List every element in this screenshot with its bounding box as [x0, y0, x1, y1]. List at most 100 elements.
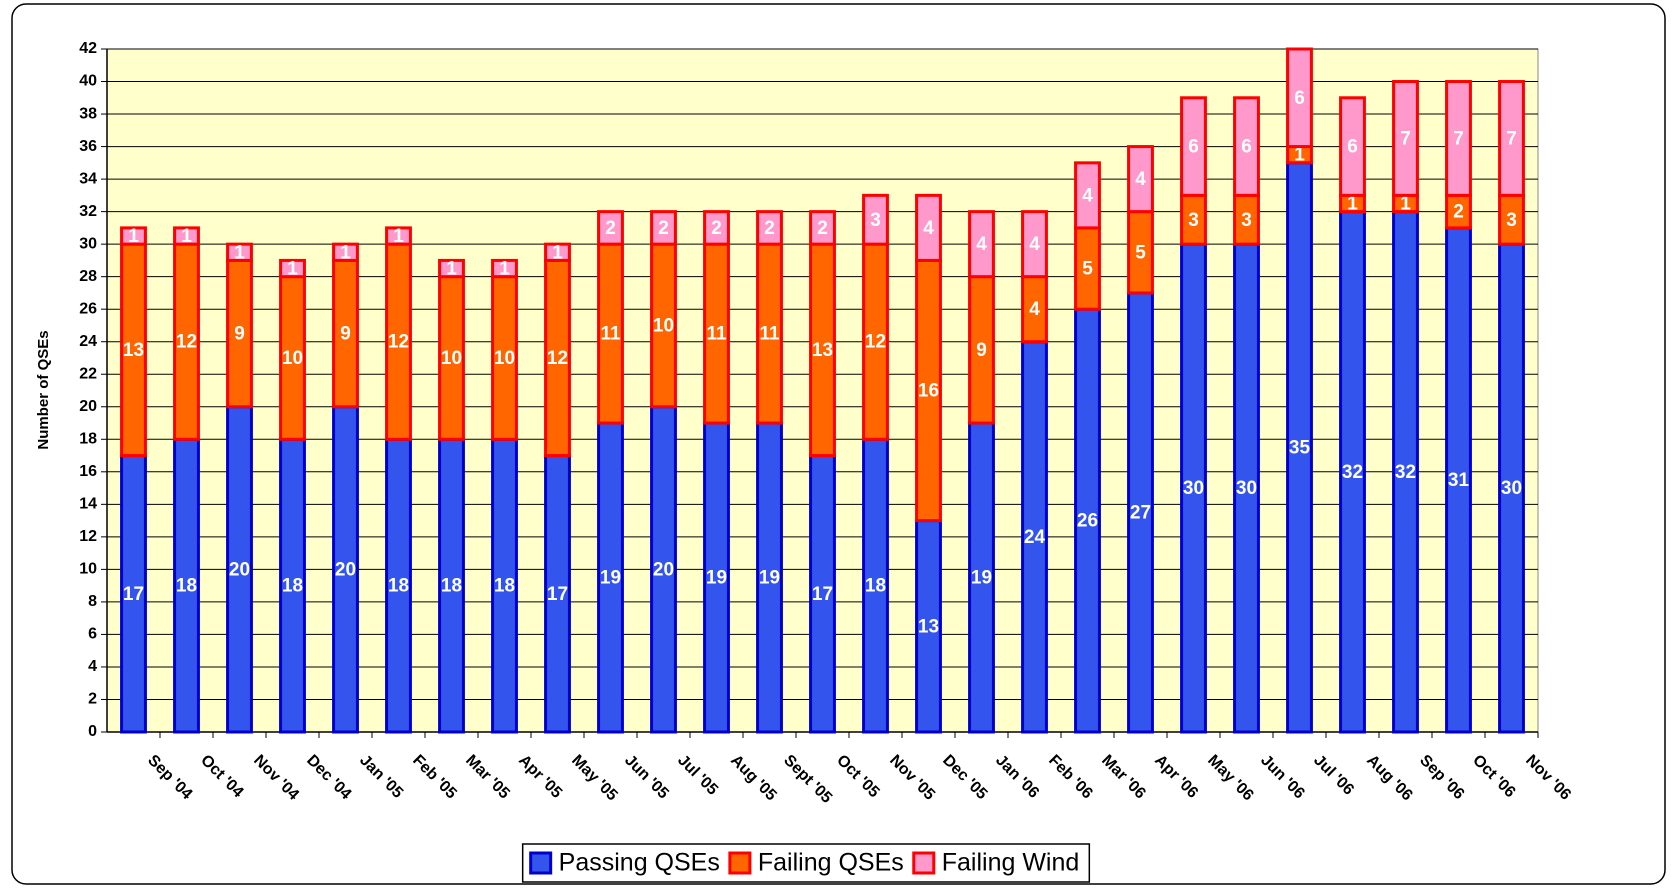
bar-segment — [756, 210, 783, 246]
data-label: 6 — [1294, 88, 1305, 109]
y-tick-label: 24 — [79, 333, 97, 350]
data-label: 2 — [764, 218, 775, 239]
data-label: 10 — [282, 348, 303, 369]
data-label: 12 — [176, 332, 197, 353]
data-label: 5 — [1082, 259, 1093, 280]
bar-segment — [1074, 161, 1101, 230]
y-tick-label: 12 — [79, 528, 97, 545]
data-label: 6 — [1241, 137, 1252, 158]
data-label: 10 — [653, 315, 674, 336]
data-label: 2 — [711, 218, 722, 239]
data-label: 9 — [234, 324, 245, 345]
y-tick-label: 22 — [79, 365, 97, 382]
data-label: 12 — [388, 332, 409, 353]
y-tick-label: 14 — [79, 496, 97, 513]
y-axis-label: Number of QSEs — [35, 330, 52, 449]
legend-label: Passing QSEs — [559, 849, 720, 877]
bar-segment — [703, 210, 730, 246]
data-label: 24 — [1024, 527, 1046, 548]
data-label: 6 — [1188, 137, 1199, 158]
legend-label: Failing QSEs — [758, 849, 904, 877]
legend-box — [521, 843, 1091, 883]
data-label: 20 — [229, 559, 250, 580]
data-label: 18 — [494, 576, 515, 597]
data-label: 18 — [865, 576, 886, 597]
bar-segment — [120, 226, 147, 246]
data-label: 1 — [181, 226, 192, 247]
data-label: 32 — [1342, 462, 1363, 483]
data-label: 17 — [123, 584, 144, 605]
data-label: 1 — [128, 226, 139, 247]
data-label: 1 — [1400, 194, 1411, 215]
bar-segment — [1286, 47, 1313, 149]
legend-swatch — [912, 851, 936, 875]
data-label: 9 — [340, 324, 351, 345]
legend-label: Failing Wind — [942, 849, 1080, 877]
y-tick-label: 8 — [88, 593, 97, 610]
bar-segment — [226, 242, 253, 262]
bar-segment — [1445, 80, 1472, 197]
data-label: 20 — [335, 559, 356, 580]
data-label: 35 — [1289, 437, 1311, 458]
data-label: 4 — [1029, 234, 1040, 255]
bar-segment — [1392, 80, 1419, 197]
bar-segment — [1180, 96, 1207, 197]
data-label: 13 — [918, 616, 939, 637]
data-label: 13 — [812, 340, 833, 361]
y-tick-label: 4 — [88, 658, 97, 675]
data-label: 3 — [1188, 210, 1199, 231]
data-label: 12 — [547, 348, 568, 369]
data-label: 2 — [817, 218, 828, 239]
data-label: 11 — [759, 324, 780, 345]
bar-segment — [597, 210, 624, 246]
data-label: 4 — [1082, 185, 1093, 206]
data-label: 4 — [923, 218, 934, 239]
data-label: 12 — [865, 332, 886, 353]
data-label: 7 — [1506, 128, 1517, 149]
data-label: 18 — [441, 576, 462, 597]
data-label: 9 — [976, 340, 987, 361]
bar-segment — [544, 242, 571, 262]
data-label: 7 — [1400, 128, 1411, 149]
bar-segment — [862, 193, 889, 246]
bar-segment — [1339, 96, 1366, 197]
data-label: 16 — [918, 381, 939, 402]
y-tick-label: 40 — [79, 73, 97, 90]
bar-segment — [491, 258, 518, 279]
data-label: 31 — [1448, 470, 1470, 491]
y-tick-label: 38 — [79, 105, 97, 122]
y-tick-label: 28 — [79, 268, 97, 285]
bar-segment — [1233, 96, 1260, 197]
data-label: 13 — [123, 340, 144, 361]
bar-segment — [650, 210, 677, 246]
data-label: 30 — [1501, 478, 1522, 499]
data-label: 20 — [653, 559, 674, 580]
data-label: 4 — [1029, 299, 1040, 320]
data-label: 4 — [976, 234, 987, 255]
bar-segment — [332, 242, 359, 262]
bar-segment — [385, 226, 412, 246]
y-tick-label: 26 — [79, 300, 97, 317]
data-label: 11 — [600, 324, 621, 345]
legend-swatch — [529, 851, 553, 875]
data-label: 17 — [547, 584, 568, 605]
y-tick-label: 30 — [79, 235, 97, 252]
data-label: 27 — [1130, 502, 1151, 523]
y-tick-label: 42 — [79, 40, 97, 57]
data-label: 10 — [494, 348, 515, 369]
data-label: 7 — [1453, 128, 1464, 149]
data-label: 2 — [605, 218, 616, 239]
y-tick-label: 36 — [79, 138, 97, 155]
data-label: 1 — [1347, 194, 1358, 215]
data-label: 2 — [1453, 202, 1464, 223]
data-label: 1 — [1294, 145, 1305, 166]
data-label: 19 — [971, 568, 992, 589]
bar-segment — [173, 226, 200, 246]
data-label: 10 — [441, 348, 462, 369]
data-label: 5 — [1135, 242, 1146, 263]
data-label: 18 — [176, 576, 197, 597]
data-label: 1 — [499, 259, 510, 280]
data-label: 3 — [1241, 210, 1252, 231]
data-label: 18 — [282, 576, 303, 597]
data-label: 19 — [759, 568, 780, 589]
